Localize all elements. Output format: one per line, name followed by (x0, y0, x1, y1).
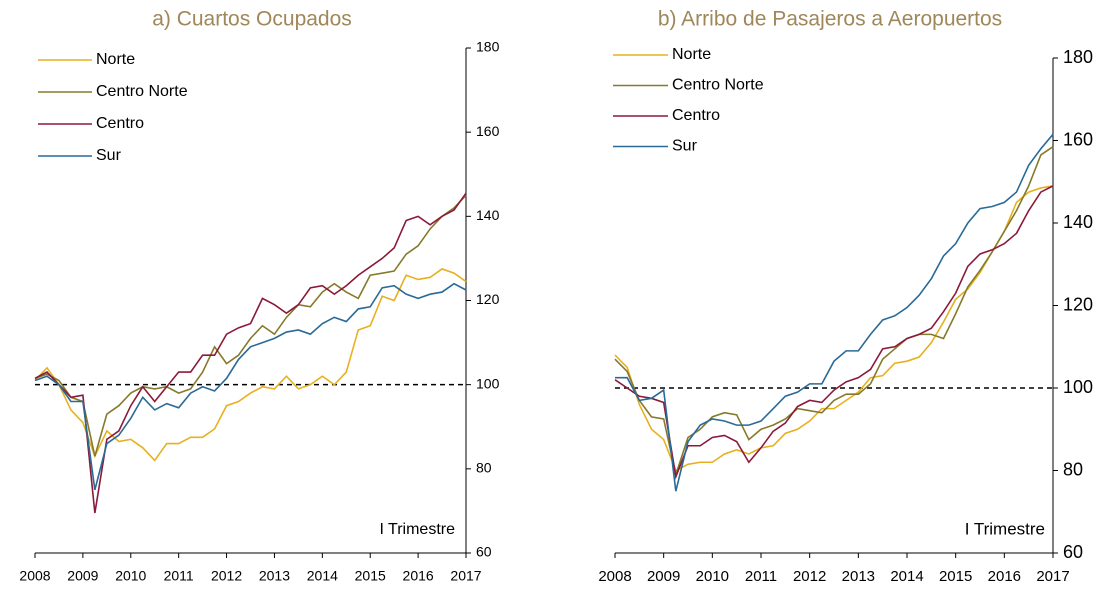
y-tick-label: 180 (1063, 47, 1093, 67)
x-tick-label: 2017 (1036, 568, 1069, 585)
y-tick-label: 140 (1063, 212, 1093, 232)
legend-label: Norte (96, 51, 135, 68)
y-tick-label: 160 (1063, 129, 1093, 149)
x-tick-label: 2008 (19, 568, 50, 584)
x-tick-label: 2017 (450, 568, 481, 584)
y-tick-label: 80 (476, 460, 492, 476)
legend-label: Centro (96, 115, 144, 132)
x-tick-label: 2011 (745, 568, 777, 585)
chart-title: a) Cuartos Ocupados (152, 8, 352, 31)
x-tick-label: 2016 (403, 568, 434, 584)
x-tick-label: 2009 (647, 568, 680, 585)
legend-label: Centro Norte (96, 83, 188, 100)
y-tick-label: 120 (476, 291, 500, 307)
y-tick-label: 60 (476, 544, 492, 560)
x-tick-label: 2015 (939, 568, 972, 585)
series-line (614, 146, 1054, 478)
x-tick-label: 2010 (115, 568, 146, 584)
x-tick-label: 2015 (355, 568, 386, 584)
y-tick-label: 100 (476, 375, 500, 391)
y-tick-label: 120 (1063, 294, 1093, 314)
y-tick-label: 140 (476, 207, 500, 223)
series-line (615, 133, 1054, 492)
x-tick-label: 2009 (67, 568, 98, 584)
x-tick-label: 2008 (598, 568, 631, 585)
legend-label: Sur (672, 138, 698, 155)
x-tick-label: 2011 (164, 568, 194, 584)
series-line (34, 282, 467, 491)
legend-label: Norte (672, 46, 711, 63)
series-line (34, 268, 467, 462)
legend-label: Centro Norte (672, 77, 764, 94)
x-tick-label: 2013 (259, 568, 290, 584)
x-tick-label: 2013 (842, 568, 875, 585)
legend-label: Centro (672, 107, 720, 124)
y-tick-label: 80 (1063, 459, 1083, 479)
y-tick-label: 160 (476, 123, 500, 139)
legend-label: Sur (96, 147, 122, 164)
x-tick-label: 2012 (793, 568, 826, 585)
y-tick-label: 180 (476, 39, 500, 55)
series-line (614, 185, 1054, 480)
chart-title: b) Arribo de Pasajeros a Aeropuertos (658, 8, 1002, 31)
annotation: I Trimestre (965, 519, 1045, 538)
annotation: I Trimestre (379, 521, 455, 538)
series-line (34, 194, 467, 457)
y-tick-label: 100 (1063, 377, 1093, 397)
x-tick-label: 2012 (211, 568, 242, 584)
series-line (614, 185, 1054, 472)
x-tick-label: 2016 (988, 568, 1021, 585)
x-tick-label: 2014 (307, 568, 338, 584)
y-tick-label: 60 (1063, 542, 1083, 562)
series-line (34, 192, 467, 514)
x-tick-label: 2010 (696, 568, 729, 585)
x-tick-label: 2014 (890, 568, 923, 585)
